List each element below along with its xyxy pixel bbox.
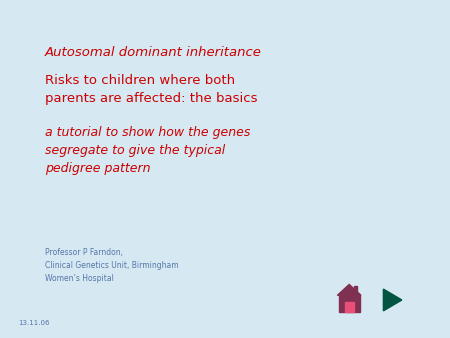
Text: Autosomal dominant inheritance: Autosomal dominant inheritance — [45, 46, 262, 59]
Polygon shape — [383, 289, 402, 311]
Text: Professor P Farndon,
Clinical Genetics Unit, Birmingham
Women’s Hospital: Professor P Farndon, Clinical Genetics U… — [45, 248, 179, 283]
Text: 13.11.06: 13.11.06 — [18, 320, 50, 326]
Text: a tutorial to show how the genes
segregate to give the typical
pedigree pattern: a tutorial to show how the genes segrega… — [45, 126, 250, 175]
Polygon shape — [345, 302, 354, 312]
Text: Risks to children where both
parents are affected: the basics: Risks to children where both parents are… — [45, 74, 257, 105]
Polygon shape — [339, 295, 360, 312]
Polygon shape — [338, 284, 361, 295]
Polygon shape — [354, 286, 357, 295]
